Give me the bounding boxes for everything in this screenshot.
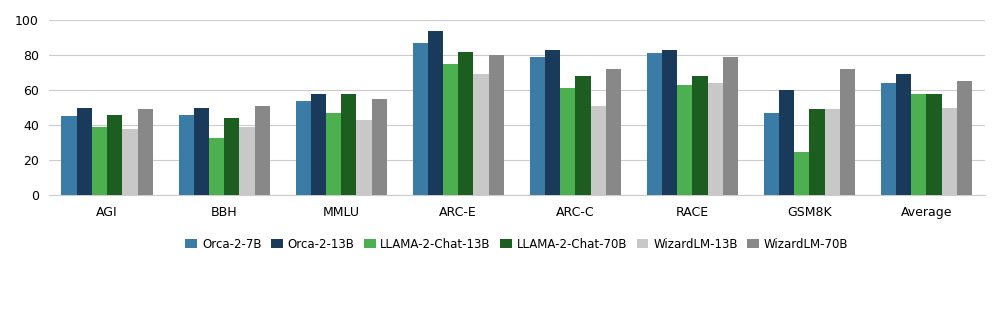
Bar bbox=[692, 76, 708, 195]
Bar bbox=[881, 83, 896, 195]
Bar bbox=[591, 106, 606, 195]
Bar bbox=[708, 83, 723, 195]
Bar bbox=[825, 109, 840, 195]
Bar bbox=[92, 127, 107, 195]
Bar bbox=[662, 50, 677, 195]
Bar bbox=[779, 90, 794, 195]
Bar bbox=[107, 115, 122, 195]
Bar bbox=[530, 57, 545, 195]
Bar bbox=[840, 69, 855, 195]
Bar bbox=[296, 101, 311, 195]
Bar bbox=[458, 52, 473, 195]
Bar bbox=[179, 115, 194, 195]
Bar bbox=[911, 94, 926, 195]
Bar bbox=[138, 109, 153, 195]
Bar bbox=[606, 69, 621, 195]
Bar bbox=[926, 94, 942, 195]
Bar bbox=[122, 129, 138, 195]
Bar bbox=[255, 106, 270, 195]
Bar bbox=[311, 94, 326, 195]
Bar bbox=[489, 55, 504, 195]
Bar bbox=[723, 57, 738, 195]
Bar bbox=[443, 64, 458, 195]
Bar bbox=[194, 108, 209, 195]
Bar bbox=[545, 50, 560, 195]
Legend: Orca-2-7B, Orca-2-13B, LLAMA-2-Chat-13B, LLAMA-2-Chat-70B, WizardLM-13B, WizardL: Orca-2-7B, Orca-2-13B, LLAMA-2-Chat-13B,… bbox=[181, 233, 853, 255]
Bar bbox=[326, 113, 341, 195]
Bar bbox=[647, 53, 662, 195]
Bar bbox=[224, 118, 239, 195]
Bar bbox=[677, 85, 692, 195]
Bar bbox=[372, 99, 387, 195]
Bar bbox=[957, 81, 972, 195]
Bar bbox=[341, 94, 356, 195]
Bar bbox=[61, 117, 77, 195]
Bar bbox=[356, 120, 372, 195]
Bar bbox=[209, 137, 224, 195]
Bar bbox=[428, 31, 443, 195]
Bar bbox=[764, 113, 779, 195]
Bar bbox=[942, 108, 957, 195]
Bar bbox=[239, 127, 255, 195]
Bar bbox=[560, 89, 575, 195]
Bar bbox=[575, 76, 591, 195]
Bar bbox=[413, 43, 428, 195]
Bar bbox=[794, 152, 809, 195]
Bar bbox=[896, 74, 911, 195]
Bar bbox=[809, 109, 825, 195]
Bar bbox=[77, 108, 92, 195]
Bar bbox=[473, 74, 489, 195]
